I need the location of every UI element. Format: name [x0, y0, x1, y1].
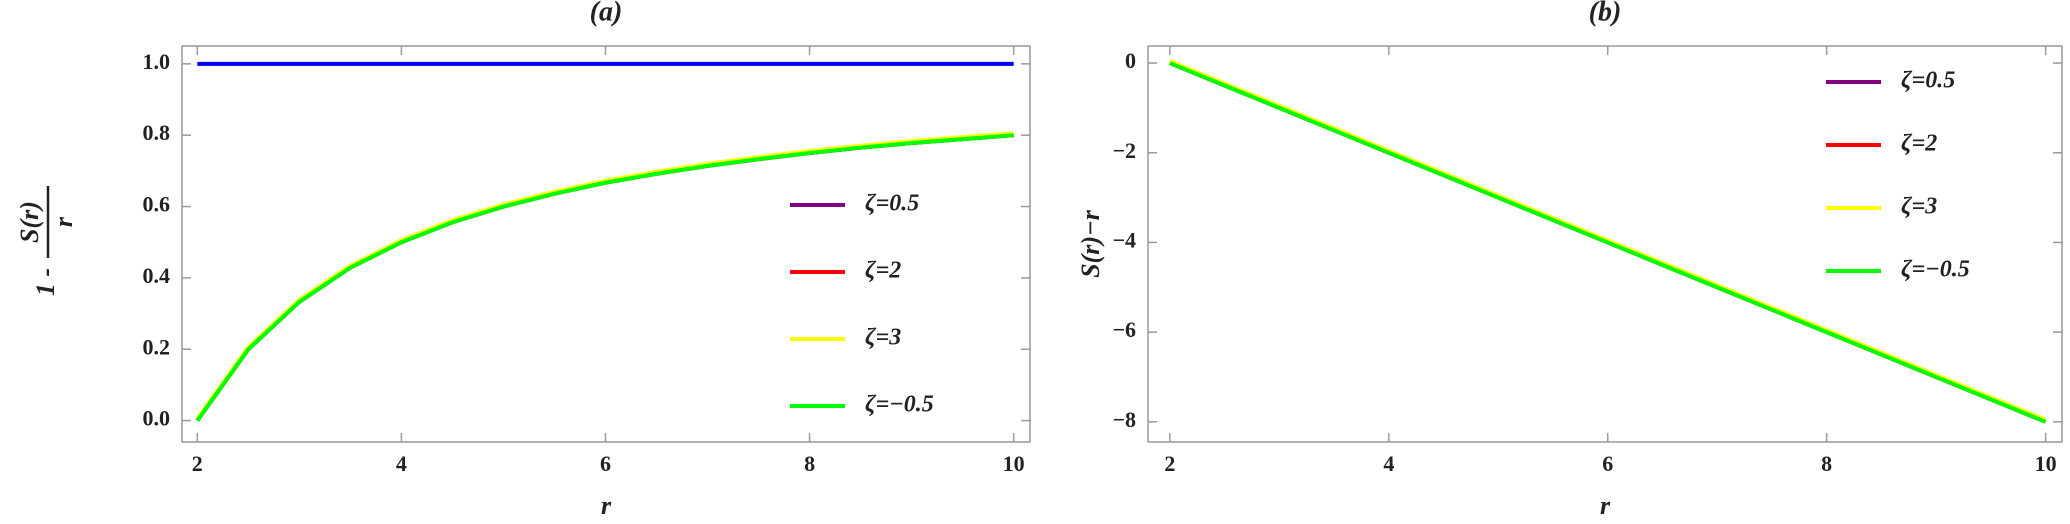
y-label-denominator: r	[49, 216, 78, 227]
x-tick-label: 8	[1821, 451, 1832, 476]
series-line	[195, 133, 1014, 422]
y-tick-label: 0	[1125, 48, 1136, 73]
series-line	[1169, 61, 2047, 424]
y-tick-label: 0.6	[143, 192, 171, 217]
y-axis-label: 1 - S(r) r	[15, 186, 78, 296]
y-tick-label: 0.0	[143, 406, 171, 431]
y-tick-label: 0.2	[143, 334, 171, 359]
legend-label: ζ=−0.5	[1901, 257, 1970, 283]
chart-title: (b)	[1589, 0, 1622, 27]
x-tick-label: 4	[396, 451, 407, 476]
x-tick-label: 10	[1003, 451, 1025, 476]
x-tick-label: 2	[1164, 451, 1175, 476]
x-tick-label: 10	[2035, 451, 2057, 476]
y-tick-label: −6	[1112, 317, 1136, 342]
y-label-numerator: S(r)	[15, 201, 44, 243]
legend-label: ζ=2	[865, 258, 901, 284]
x-tick-label: 6	[1602, 451, 1613, 476]
y-tick-label: −4	[1112, 227, 1136, 252]
y-label-lead: 1 -	[31, 268, 60, 296]
y-tick-label: 1.0	[143, 49, 171, 74]
legend-label: ζ=−0.5	[865, 392, 934, 418]
x-tick-label: 4	[1383, 451, 1394, 476]
x-tick-label: 6	[600, 451, 611, 476]
y-tick-label: −8	[1112, 407, 1136, 432]
x-tick-label: 8	[804, 451, 815, 476]
y-tick-label: 0.4	[143, 263, 171, 288]
legend-label: ζ=0.5	[865, 191, 919, 217]
legend-label: ζ=3	[865, 325, 901, 351]
plot-frame	[181, 45, 1031, 443]
legend-label: ζ=3	[1901, 194, 1937, 220]
x-axis-label: r	[601, 491, 612, 520]
chart-title: (a)	[590, 0, 623, 27]
legend-label: ζ=0.5	[1901, 68, 1955, 94]
y-tick-label: 0.8	[143, 120, 171, 145]
x-tick-label: 2	[192, 451, 203, 476]
plot-frame	[1147, 45, 2063, 443]
y-tick-label: −2	[1112, 138, 1136, 163]
y-axis-label: S(r)−r	[1076, 209, 1105, 278]
legend-label: ζ=2	[1901, 131, 1937, 157]
x-axis-label: r	[1600, 491, 1611, 520]
